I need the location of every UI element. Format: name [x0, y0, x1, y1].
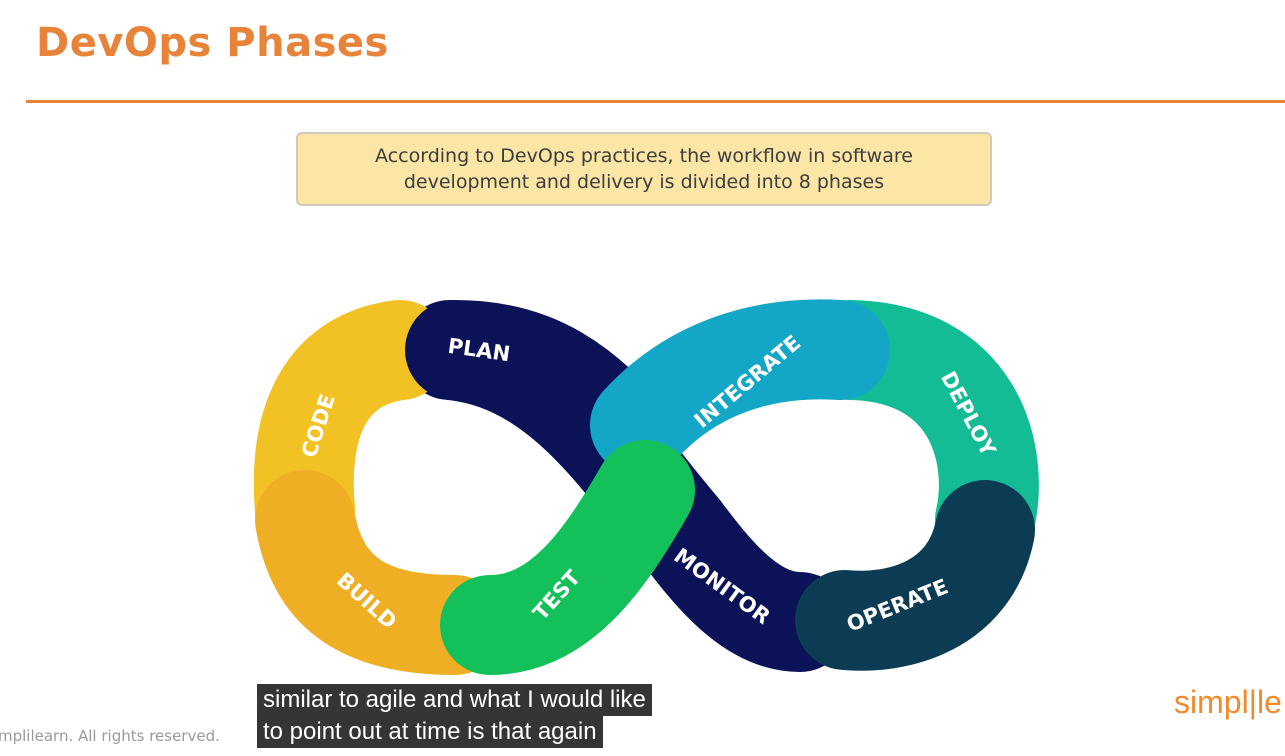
callout-box: According to DevOps practices, the workf… [296, 132, 992, 206]
video-caption: similar to agile and what I would like t… [257, 684, 652, 748]
brand-logo: simpl|le [1174, 684, 1282, 720]
caption-line-1: similar to agile and what I would like [257, 684, 652, 716]
callout-text: According to DevOps practices, the workf… [375, 145, 913, 193]
copyright-footer: mplilearn. All rights reserved. [0, 727, 220, 745]
build-segment [255, 470, 505, 675]
slide-title: DevOps Phases [36, 20, 389, 66]
test-segment [440, 440, 695, 675]
title-divider [26, 100, 1285, 103]
operate-segment [795, 480, 1035, 671]
integrate-segment [590, 299, 890, 475]
caption-line-2: to point out at time is that again [257, 716, 603, 748]
